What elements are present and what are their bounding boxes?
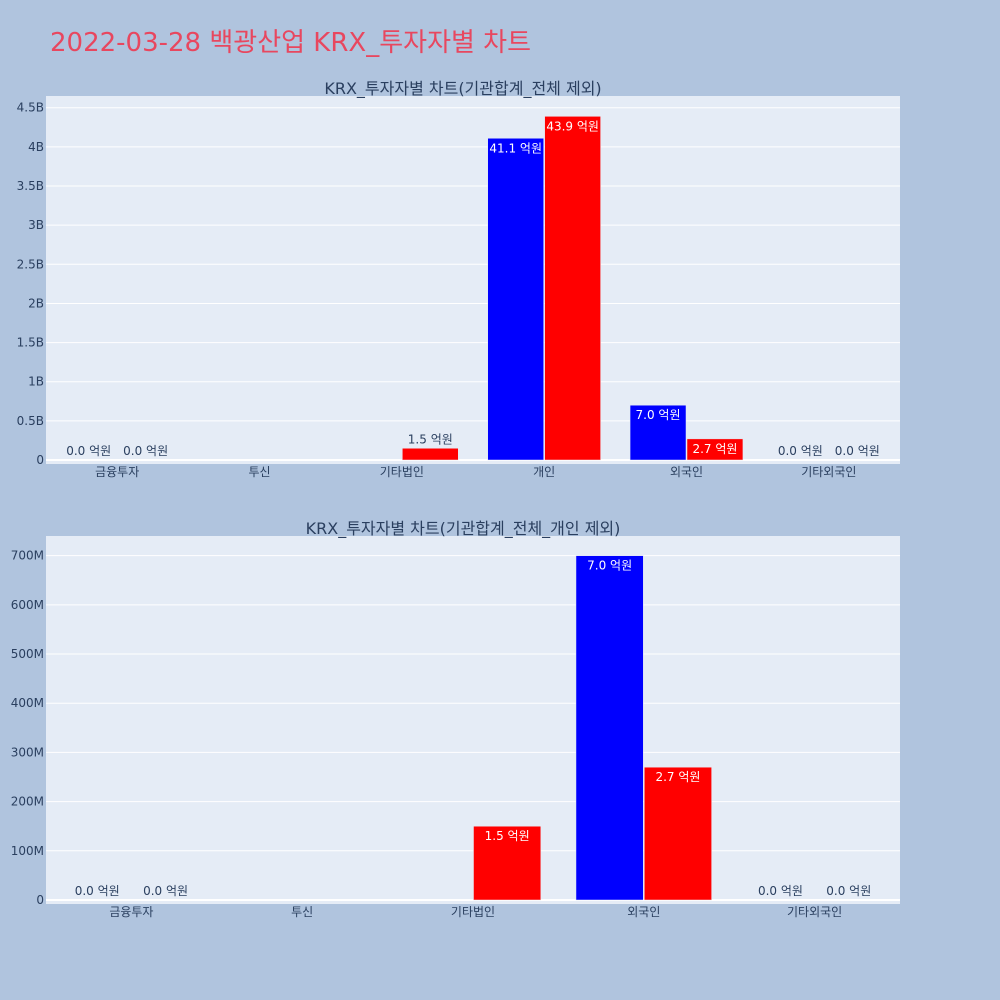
bar-value-label: 1.5 억원 xyxy=(408,432,453,446)
bar-value-label: 2.7 억원 xyxy=(655,770,700,784)
y-tick-label: 4.5B xyxy=(17,101,44,115)
bar xyxy=(402,448,459,461)
bar-value-label: 0.0 억원 xyxy=(123,444,168,458)
x-tick-label: 금융투자 xyxy=(109,905,153,919)
y-tick-label: 2B xyxy=(28,296,44,310)
y-tick-label: 600M xyxy=(11,598,44,612)
x-tick-label: 외국인 xyxy=(627,905,660,919)
y-tick-label: 1.5B xyxy=(17,336,44,350)
chart-title: KRX_투자자별 차트(기관합계_전체_개인 제외) xyxy=(306,519,621,539)
x-tick-label: 개인 xyxy=(533,465,555,479)
bar xyxy=(629,404,687,461)
y-tick-label: 100M xyxy=(11,844,44,858)
plot-area xyxy=(46,96,900,464)
x-tick-label: 기타법인 xyxy=(451,905,495,919)
y-tick-label: 500M xyxy=(11,647,44,661)
bar-value-label: 0.0 억원 xyxy=(778,444,823,458)
bar xyxy=(575,555,644,901)
x-tick-label: 외국인 xyxy=(670,465,703,479)
y-tick-label: 200M xyxy=(11,795,44,809)
plot-area xyxy=(46,536,900,904)
bar-value-label: 2.7 억원 xyxy=(692,442,737,456)
y-tick-label: 2.5B xyxy=(17,257,44,271)
x-tick-label: 기타외국인 xyxy=(801,465,856,479)
y-tick-label: 0 xyxy=(36,453,44,467)
x-tick-label: 투신 xyxy=(291,905,313,919)
x-tick-label: 투신 xyxy=(248,465,270,479)
bar-value-label: 0.0 억원 xyxy=(66,444,111,458)
page-title: 2022-03-28 백광산업 KRX_투자자별 차트 xyxy=(50,28,532,58)
bar xyxy=(487,138,544,461)
bar-value-label: 0.0 억원 xyxy=(75,884,120,898)
chart-1: 0 0.5B 1B 1.5B 2B 2.5B 3B 3.5B 4B 4.5B KRX_투자자별 차트… xyxy=(17,79,900,479)
y-tick-label: 700M xyxy=(11,549,44,563)
bar-value-label: 7.0 억원 xyxy=(636,408,681,422)
bar xyxy=(544,116,601,461)
bar xyxy=(473,825,542,901)
y-tick-label: 400M xyxy=(11,696,44,710)
y-tick-label: 4B xyxy=(28,140,44,154)
bar-value-label: 0.0 억원 xyxy=(826,884,871,898)
bar xyxy=(644,766,712,901)
y-tick-label: 0 xyxy=(36,893,44,907)
bar-value-label: 0.0 억원 xyxy=(835,444,880,458)
bar xyxy=(686,438,744,461)
bar-value-label: 41.1 억원 xyxy=(489,141,542,155)
chart-title: KRX_투자자별 차트(기관합계_전체 제외) xyxy=(324,79,601,99)
bar-value-label: 43.9 억원 xyxy=(546,119,599,133)
y-tick-label: 1B xyxy=(28,375,44,389)
chart-2: 0 100M 200M 300M 400M 500M 600M 700M KRX_투자자별 차트… xyxy=(11,519,900,919)
x-tick-label: 금융투자 xyxy=(95,465,139,479)
bar-value-label: 0.0 억원 xyxy=(143,884,188,898)
y-tick-label: 3B xyxy=(28,218,44,232)
x-tick-label: 기타외국인 xyxy=(787,905,842,919)
bar-value-label: 1.5 억원 xyxy=(485,829,530,843)
y-tick-label: 300M xyxy=(11,745,44,759)
y-tick-label: 3.5B xyxy=(17,179,44,193)
bar-value-label: 7.0 억원 xyxy=(587,559,632,573)
x-tick-label: 기타법인 xyxy=(380,465,424,479)
y-tick-label: 0.5B xyxy=(17,414,44,428)
bar-value-label: 0.0 억원 xyxy=(758,884,803,898)
